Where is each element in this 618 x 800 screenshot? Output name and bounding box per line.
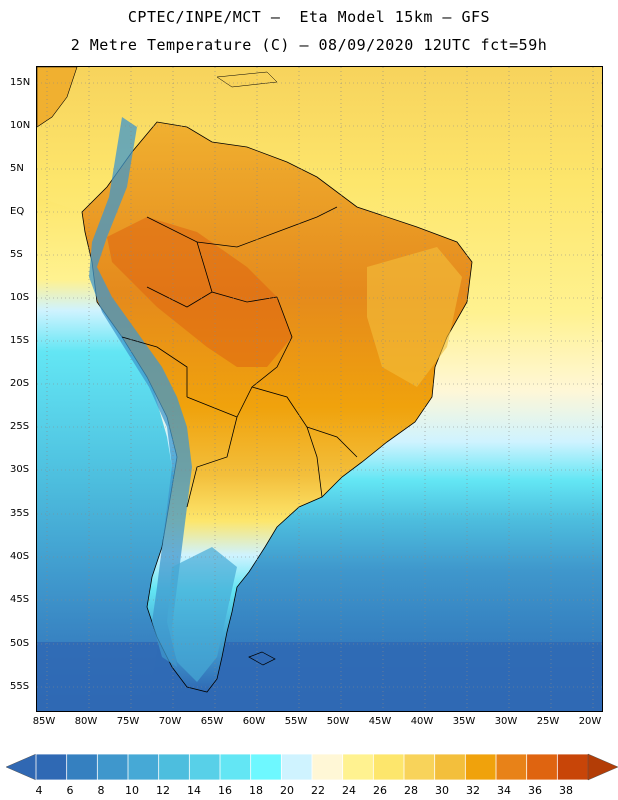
temperature-map xyxy=(36,66,603,712)
lon-label-75w: 75W xyxy=(116,716,140,727)
colorbar-label-20: 20 xyxy=(280,784,294,797)
colorbar-cell xyxy=(250,753,283,781)
lat-label-10s: 10S xyxy=(10,292,30,303)
colorbar-cell xyxy=(342,753,375,781)
colorbar-cells xyxy=(35,753,589,781)
lon-label-40w: 40W xyxy=(410,716,434,727)
colorbar-label-8: 8 xyxy=(97,784,105,797)
lat-label-40s: 40S xyxy=(10,551,30,562)
colorbar-cell xyxy=(158,753,191,781)
lat-label-15n: 15N xyxy=(10,77,31,88)
colorbar-cell xyxy=(372,753,405,781)
andes-cold-strip xyxy=(89,117,192,667)
lat-label-30s: 30S xyxy=(10,464,30,475)
map-canvas xyxy=(37,67,602,711)
lat-label-20s: 20S xyxy=(10,378,30,389)
colorbar-label-18: 18 xyxy=(249,784,263,797)
colorbar-label-12: 12 xyxy=(156,784,170,797)
colorbar-cell xyxy=(556,753,589,781)
map-title: CPTEC/INPE/MCT — Eta Model 15km — GFS xyxy=(127,8,491,26)
colorbar-label-34: 34 xyxy=(497,784,511,797)
lat-label-35s: 35S xyxy=(10,508,30,519)
colorbar-label-16: 16 xyxy=(218,784,232,797)
lon-label-70w: 70W xyxy=(158,716,182,727)
colorbar-label-4: 4 xyxy=(35,784,43,797)
lat-label-55s: 55S xyxy=(10,681,30,692)
country-borders xyxy=(121,206,358,508)
lat-label-25s: 25S xyxy=(10,421,30,432)
colorbar-cell xyxy=(434,753,467,781)
colorbar-label-36: 36 xyxy=(528,784,542,797)
lon-label-65w: 65W xyxy=(200,716,224,727)
colorbar-label-22: 22 xyxy=(311,784,325,797)
colorbar-cell xyxy=(219,753,252,781)
lon-label-60w: 60W xyxy=(242,716,266,727)
lat-label-50s: 50S xyxy=(10,638,30,649)
map-subtitle: 2 Metre Temperature (C) — 08/09/2020 12U… xyxy=(70,36,548,54)
lat-label-10n: 10N xyxy=(10,120,31,131)
lon-label-25w: 25W xyxy=(536,716,560,727)
colorbar-label-24: 24 xyxy=(342,784,356,797)
lat-label-5n: 5N xyxy=(10,163,24,174)
colorbar-label-14: 14 xyxy=(187,784,201,797)
pacific-ocean xyxy=(37,197,177,711)
colorbar-label-10: 10 xyxy=(125,784,139,797)
colorbar-label-30: 30 xyxy=(435,784,449,797)
colorbar-label-32: 32 xyxy=(466,784,480,797)
colorbar-cell xyxy=(280,753,313,781)
lon-label-55w: 55W xyxy=(284,716,308,727)
caribbean-islands xyxy=(216,71,278,88)
lat-label-45s: 45S xyxy=(10,594,30,605)
graticule xyxy=(37,67,602,711)
patagonia-region xyxy=(167,547,237,682)
colorbar-cell xyxy=(311,753,344,781)
colorbar-cell xyxy=(464,753,497,781)
lon-label-85w: 85W xyxy=(32,716,56,727)
colorbar-label-26: 26 xyxy=(373,784,387,797)
lat-label-15s: 15S xyxy=(10,335,30,346)
colorbar-cell xyxy=(127,753,160,781)
colorbar-cell xyxy=(96,753,129,781)
colorbar-cell xyxy=(403,753,436,781)
colorbar-cell xyxy=(66,753,99,781)
colorbar-label-38: 38 xyxy=(559,784,573,797)
colorbar-cell xyxy=(188,753,221,781)
lon-label-45w: 45W xyxy=(368,716,392,727)
southern-ocean xyxy=(37,642,602,711)
colorbar-cell xyxy=(35,753,68,781)
lon-label-30w: 30W xyxy=(494,716,518,727)
lon-label-80w: 80W xyxy=(74,716,98,727)
colorbar-max-arrow xyxy=(587,753,618,781)
northeast-brazil-region xyxy=(367,247,462,387)
colorbar-cell xyxy=(495,753,528,781)
colorbar-label-6: 6 xyxy=(66,784,74,797)
hot-region xyxy=(107,217,292,367)
colorbar-svg xyxy=(5,753,618,781)
lat-label-5s: 5S xyxy=(10,249,23,260)
colorbar-min-arrow xyxy=(5,753,37,781)
lon-label-20w: 20W xyxy=(578,716,602,727)
lon-label-50w: 50W xyxy=(326,716,350,727)
colorbar-cell xyxy=(526,753,559,781)
falkland-islands xyxy=(248,651,276,666)
colorbar xyxy=(5,752,618,782)
lat-label-eq: EQ xyxy=(10,206,25,217)
lon-label-35w: 35W xyxy=(452,716,476,727)
colorbar-label-28: 28 xyxy=(404,784,418,797)
